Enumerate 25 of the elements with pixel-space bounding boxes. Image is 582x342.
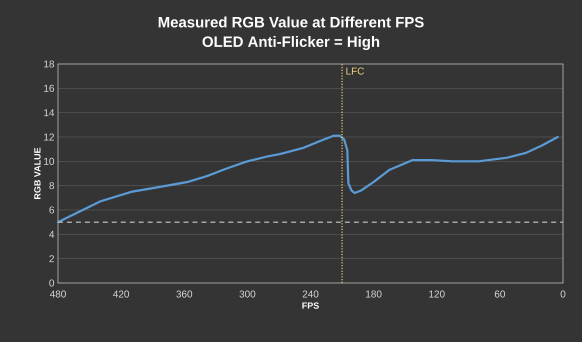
chart-title: Measured RGB Value at Different FPS bbox=[158, 16, 424, 28]
y-tick-label: 16 bbox=[44, 84, 54, 92]
x-tick-label: 300 bbox=[239, 290, 256, 298]
x-tick-label: 180 bbox=[366, 290, 382, 298]
x-axis-title: FPS bbox=[302, 302, 319, 309]
y-tick-label: 8 bbox=[49, 182, 54, 190]
y-axis-title: RGB VALUE bbox=[34, 148, 41, 199]
x-tick-label: 240 bbox=[302, 290, 318, 298]
y-tick-label: 14 bbox=[44, 109, 54, 116]
line-series bbox=[56, 134, 559, 224]
y-tick-label: 0 bbox=[49, 279, 54, 287]
y-tick-label: 18 bbox=[44, 60, 54, 68]
y-tick-label: 6 bbox=[49, 206, 54, 214]
x-tick-label: 480 bbox=[50, 290, 66, 298]
x-tick-label: 420 bbox=[113, 290, 130, 298]
ref-line-label: LFC bbox=[346, 68, 364, 75]
y-tick-label: 4 bbox=[49, 230, 54, 238]
x-tick-label: 120 bbox=[429, 290, 445, 298]
y-tick-label: 10 bbox=[44, 158, 54, 165]
x-tick-label: 60 bbox=[494, 290, 506, 298]
x-tick-label: 0 bbox=[560, 290, 566, 298]
y-tick-label: 12 bbox=[44, 134, 54, 140]
x-tick-label: 360 bbox=[176, 290, 192, 298]
y-tick-label: 2 bbox=[49, 255, 54, 262]
chart-subtitle: OLED Anti-Flicker = High bbox=[202, 36, 380, 50]
